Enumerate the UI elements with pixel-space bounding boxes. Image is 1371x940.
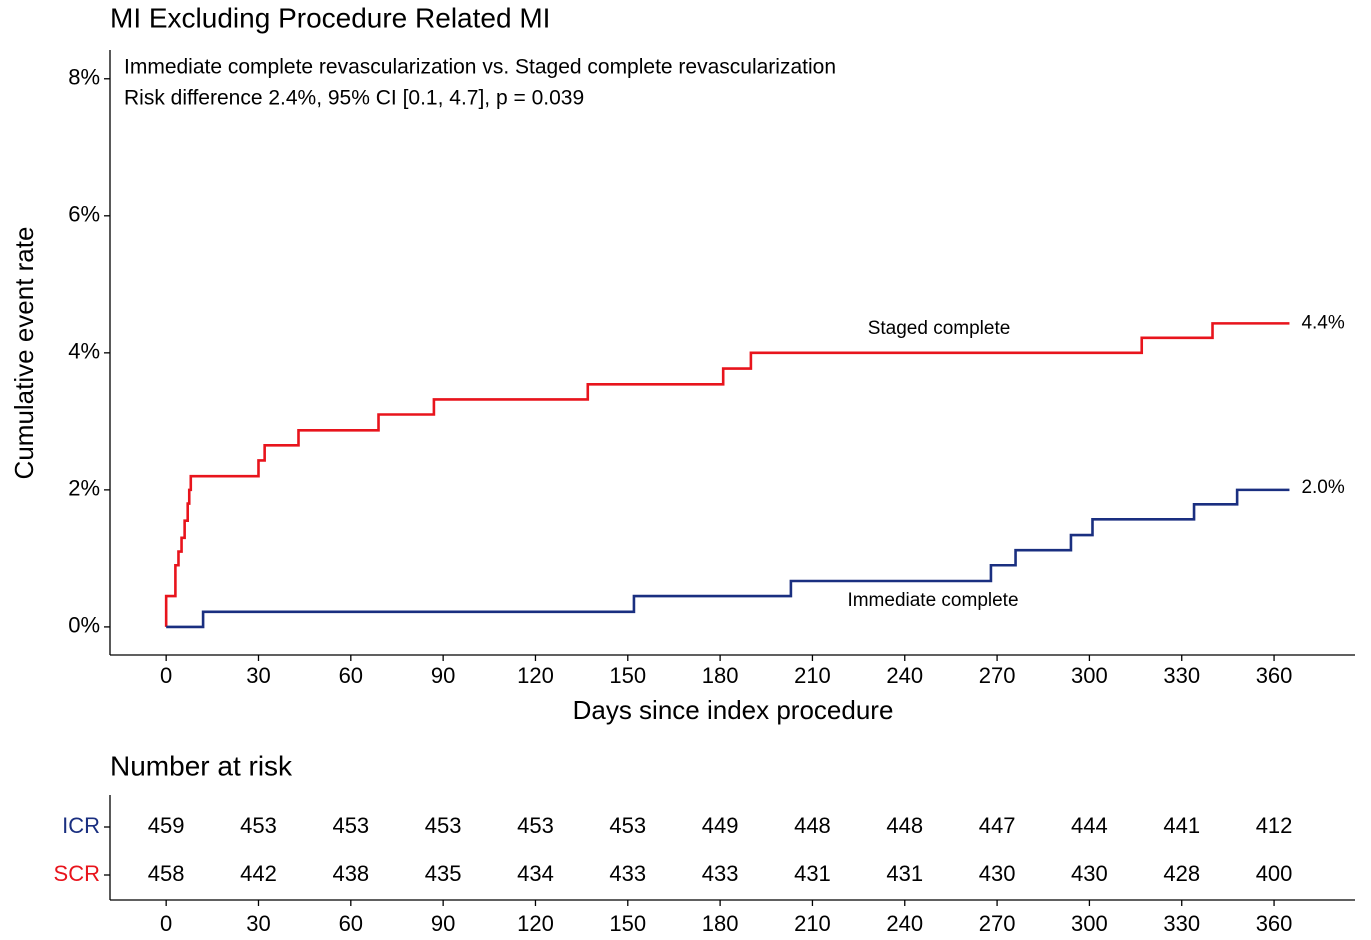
risk-count: 435 (425, 861, 462, 886)
risk-x-tick-label: 90 (431, 911, 455, 936)
risk-count: 434 (517, 861, 554, 886)
risk-x-tick-label: 150 (609, 911, 646, 936)
x-tick-label: 300 (1071, 663, 1108, 688)
risk-count: 453 (332, 813, 369, 838)
series-label: Staged complete (868, 318, 1011, 339)
x-tick-label: 330 (1163, 663, 1200, 688)
risk-count: 453 (609, 813, 646, 838)
x-tick-label: 90 (431, 663, 455, 688)
risk-count: 428 (1163, 861, 1200, 886)
risk-count: 412 (1256, 813, 1293, 838)
km-curve (164, 322, 1290, 627)
risk-x-tick-label: 30 (246, 911, 270, 936)
subtitle: Immediate complete revascularization vs.… (124, 56, 836, 79)
risk-count: 433 (609, 861, 646, 886)
risk-count: 431 (794, 861, 831, 886)
risk-count: 438 (332, 861, 369, 886)
x-tick-label: 30 (246, 663, 270, 688)
risk-x-tick-label: 270 (979, 911, 1016, 936)
risk-x-tick-label: 210 (794, 911, 831, 936)
risk-row-label: SCR (54, 861, 100, 886)
x-tick-label: 150 (609, 663, 646, 688)
risk-count: 433 (702, 861, 739, 886)
risk-count: 430 (979, 861, 1016, 886)
risk-count: 458 (148, 861, 185, 886)
risk-x-tick-label: 360 (1256, 911, 1293, 936)
y-tick-label: 4% (68, 339, 100, 364)
x-tick-label: 270 (979, 663, 1016, 688)
risk-x-tick-label: 60 (339, 911, 363, 936)
x-tick-label: 360 (1256, 663, 1293, 688)
risk-table-title: Number at risk (110, 750, 293, 781)
risk-count: 459 (148, 813, 185, 838)
risk-count: 448 (794, 813, 831, 838)
risk-count: 430 (1071, 861, 1108, 886)
x-tick-label: 240 (886, 663, 923, 688)
y-tick-label: 2% (68, 476, 100, 501)
risk-count: 453 (517, 813, 554, 838)
risk-row-label: ICR (62, 813, 100, 838)
risk-x-tick-label: 330 (1163, 911, 1200, 936)
risk-count: 447 (979, 813, 1016, 838)
x-tick-label: 0 (160, 663, 172, 688)
risk-x-tick-label: 0 (160, 911, 172, 936)
risk-count: 442 (240, 861, 277, 886)
x-tick-label: 60 (339, 663, 363, 688)
chart-title: MI Excluding Procedure Related MI (110, 2, 550, 33)
risk-x-tick-label: 180 (702, 911, 739, 936)
risk-count: 453 (240, 813, 277, 838)
y-tick-label: 0% (68, 613, 100, 638)
risk-count: 400 (1256, 861, 1293, 886)
x-tick-label: 120 (517, 663, 554, 688)
risk-count: 444 (1071, 813, 1108, 838)
risk-count: 441 (1163, 813, 1200, 838)
risk-count: 449 (702, 813, 739, 838)
end-label: 4.4% (1301, 312, 1344, 333)
series-label: Immediate complete (847, 590, 1018, 611)
y-tick-label: 8% (68, 65, 100, 90)
x-tick-label: 210 (794, 663, 831, 688)
risk-count: 431 (886, 861, 923, 886)
risk-count: 453 (425, 813, 462, 838)
x-tick-label: 180 (702, 663, 739, 688)
risk-x-tick-label: 120 (517, 911, 554, 936)
subtitle: Risk difference 2.4%, 95% CI [0.1, 4.7],… (124, 87, 584, 110)
end-label: 2.0% (1301, 477, 1344, 498)
km-curve (166, 488, 1290, 629)
x-axis-title: Days since index procedure (573, 695, 894, 725)
risk-x-tick-label: 240 (886, 911, 923, 936)
risk-count: 448 (886, 813, 923, 838)
risk-x-tick-label: 300 (1071, 911, 1108, 936)
y-axis-title: Cumulative event rate (9, 227, 39, 480)
y-tick-label: 6% (68, 202, 100, 227)
